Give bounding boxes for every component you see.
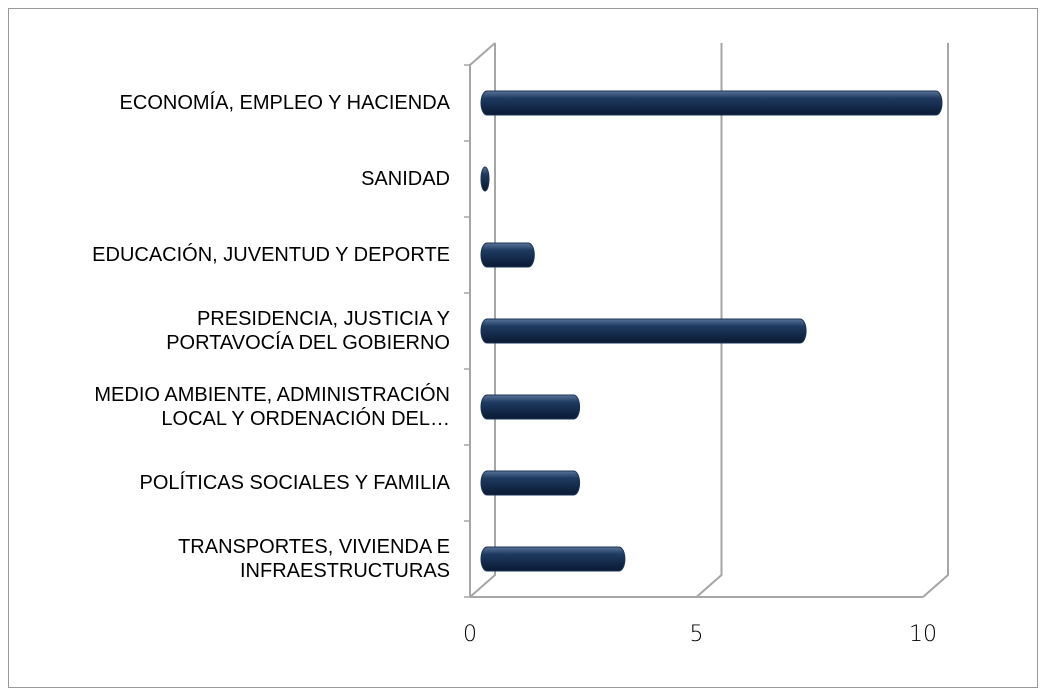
bar [480, 90, 943, 116]
grid-line [469, 43, 496, 598]
bar [480, 318, 807, 344]
chart-frame [8, 8, 1038, 688]
grid-line [922, 43, 949, 598]
category-label: POLÍTICAS SOCIALES Y FAMILIA [139, 472, 451, 494]
x-tick-label: 5 [690, 622, 704, 647]
category-label: PRESIDENCIA, JUSTICIA Y PORTAVOCÍA DEL G… [166, 308, 450, 354]
bar [480, 394, 581, 420]
category-label: ECONOMÍA, EMPLEO Y HACIENDA [119, 92, 450, 114]
category-label: MEDIO AMBIENTE, ADMINISTRACIÓN LOCAL Y O… [94, 384, 450, 430]
bar [480, 166, 490, 192]
x-tick-label: 10 [909, 622, 937, 647]
bar [480, 242, 535, 268]
bar [480, 470, 581, 496]
category-label: SANIDAD [361, 168, 450, 190]
category-label: EDUCACIÓN, JUVENTUD Y DEPORTE [92, 244, 450, 266]
x-tick-label: 0 [463, 622, 477, 647]
category-label: TRANSPORTES, VIVIENDA E INFRAESTRUCTURAS [178, 536, 450, 582]
grid-line [695, 43, 723, 598]
bar [480, 546, 626, 572]
